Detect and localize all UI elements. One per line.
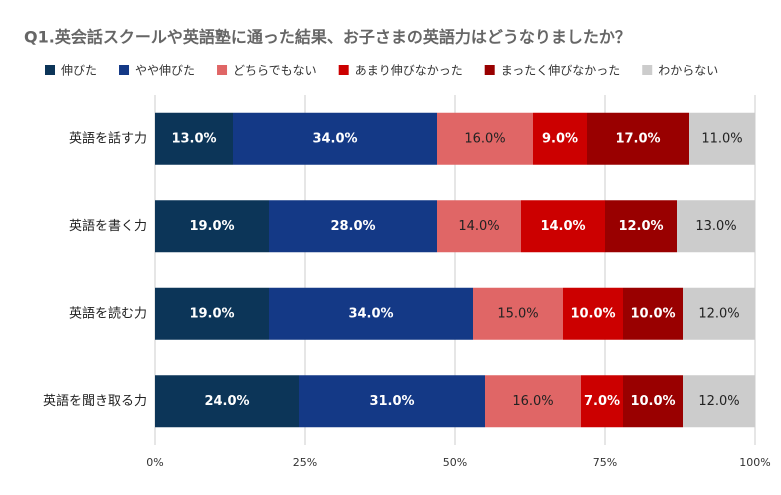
legend-label: どちらでもない xyxy=(233,64,317,78)
x-tick-label: 0% xyxy=(146,456,163,469)
value-label: 34.0% xyxy=(348,306,393,321)
value-label: 12.0% xyxy=(698,306,739,321)
value-label: 11.0% xyxy=(701,131,742,146)
value-label: 13.0% xyxy=(695,219,736,234)
bar-segment xyxy=(605,200,677,253)
bar-segment xyxy=(521,200,605,253)
value-label: 17.0% xyxy=(615,131,660,146)
value-label: 12.0% xyxy=(618,219,663,234)
value-label: 9.0% xyxy=(542,131,578,146)
x-tick-label: 75% xyxy=(593,456,617,469)
y-tick-label: 英語を聞き取る力 xyxy=(43,393,147,409)
legend-label: やや伸びた xyxy=(135,64,195,78)
value-label: 16.0% xyxy=(512,394,553,409)
value-label: 34.0% xyxy=(312,131,357,146)
y-tick-label: 英語を書く力 xyxy=(69,218,147,234)
value-label: 28.0% xyxy=(330,219,375,234)
legend-swatch xyxy=(217,65,228,75)
bar-segment xyxy=(437,112,533,165)
bar-segment xyxy=(299,375,485,428)
legend-swatch xyxy=(119,65,130,75)
value-label: 14.0% xyxy=(540,219,585,234)
value-label: 31.0% xyxy=(369,394,414,409)
bar-segment xyxy=(533,112,587,165)
value-label: 7.0% xyxy=(584,394,620,409)
legend-swatch xyxy=(45,65,55,75)
value-label: 19.0% xyxy=(189,306,234,321)
legend-swatch xyxy=(484,65,495,75)
bar-segment xyxy=(437,200,521,253)
value-label: 10.0% xyxy=(630,394,675,409)
bar-segment xyxy=(269,200,437,253)
value-label: 14.0% xyxy=(458,219,499,234)
legend-label: まったく伸びなかった xyxy=(501,64,621,78)
value-label: 24.0% xyxy=(204,394,249,409)
bar-segment xyxy=(623,287,683,340)
bar-segment xyxy=(683,375,755,428)
y-tick-label: 英語を話す力 xyxy=(69,130,147,146)
value-label: 19.0% xyxy=(189,219,234,234)
x-tick-label: 100% xyxy=(739,456,770,469)
bar-segment xyxy=(581,375,623,428)
bar-segment xyxy=(473,287,563,340)
bar-segment xyxy=(563,287,623,340)
bar-segment xyxy=(155,375,299,428)
value-label: 16.0% xyxy=(464,131,505,146)
x-tick-label: 50% xyxy=(443,456,467,469)
chart-title: Q1.英会話スクールや英語塾に通った結果、お子さまの英語力はどうなりましたか？ xyxy=(24,28,631,47)
x-tick-label: 25% xyxy=(293,456,317,469)
bar-segment xyxy=(683,287,755,340)
value-label: 10.0% xyxy=(630,306,675,321)
value-label: 13.0% xyxy=(171,131,216,146)
value-label: 10.0% xyxy=(570,306,615,321)
y-tick-label: 英語を読む力 xyxy=(69,305,147,321)
legend-label: 伸びた xyxy=(61,64,97,78)
value-label: 12.0% xyxy=(698,394,739,409)
bar-segment xyxy=(269,287,473,340)
bar-segment xyxy=(155,112,233,165)
legend-label: あまり伸びなかった xyxy=(355,64,463,78)
bar-segment xyxy=(233,112,437,165)
bar-segment xyxy=(587,112,689,165)
bar-segment xyxy=(155,200,269,253)
bar-segment xyxy=(677,200,755,253)
value-label: 15.0% xyxy=(497,306,538,321)
bar-segment xyxy=(485,375,581,428)
bar-segment xyxy=(155,287,269,340)
bar-segment xyxy=(623,375,683,428)
legend-label: わからない xyxy=(658,64,718,78)
legend-swatch xyxy=(338,65,349,75)
bar-segment xyxy=(689,112,755,165)
legend-swatch xyxy=(642,65,653,75)
